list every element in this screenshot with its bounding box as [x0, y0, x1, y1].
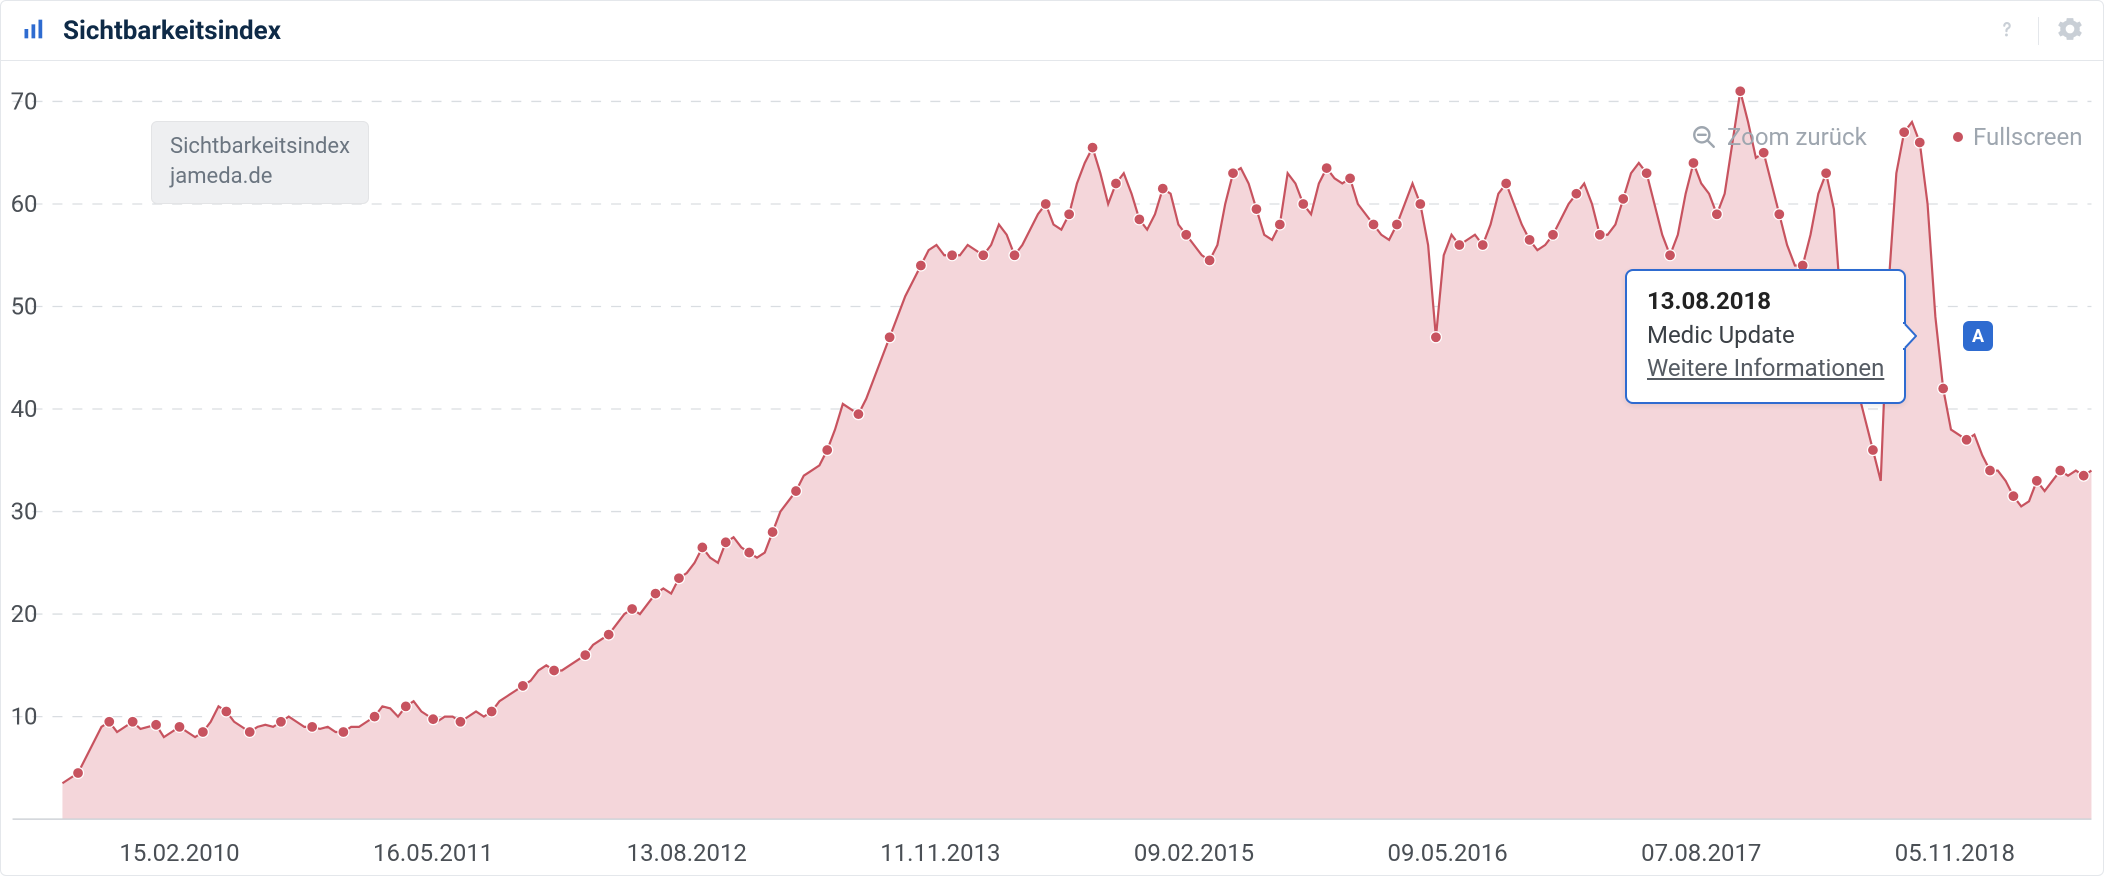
chart-area[interactable]: 10 20 30 40 50 60 70 15.02.2010 16.05.2011 13.08.…: [1, 61, 2103, 875]
zoom-back-label: Zoom zurück: [1727, 123, 1867, 151]
chart-icon: [21, 15, 49, 47]
help-icon[interactable]: [1994, 16, 2020, 46]
svg-text:09.05.2016: 09.05.2016: [1387, 839, 1507, 867]
legend-title: Sichtbarkeitsindex: [170, 132, 350, 162]
legend-domain: jameda.de: [170, 162, 350, 192]
separator: [2038, 17, 2039, 45]
svg-text:40: 40: [11, 395, 38, 423]
panel-title: Sichtbarkeitsindex: [63, 16, 281, 46]
svg-text:50: 50: [11, 292, 38, 320]
svg-text:05.11.2018: 05.11.2018: [1895, 839, 2015, 867]
svg-text:20: 20: [11, 600, 38, 628]
fullscreen-button[interactable]: Fullscreen: [1953, 123, 2082, 151]
svg-text:16.05.2011: 16.05.2011: [373, 839, 493, 867]
zoom-back-button[interactable]: Zoom zurück: [1691, 123, 1867, 151]
svg-text:70: 70: [11, 87, 38, 115]
svg-text:07.08.2017: 07.08.2017: [1641, 839, 1761, 867]
svg-text:30: 30: [11, 498, 38, 526]
tooltip-more-link[interactable]: Weitere Informationen: [1647, 352, 1884, 386]
svg-text:60: 60: [11, 190, 38, 218]
svg-text:15.02.2010: 15.02.2010: [119, 839, 239, 867]
series-color-dot: [1953, 132, 1963, 142]
legend: Sichtbarkeitsindex jameda.de: [151, 121, 369, 204]
event-tooltip: 13.08.2018 Medic Update Weitere Informat…: [1625, 269, 1906, 404]
panel-header: Sichtbarkeitsindex: [1, 1, 2103, 61]
tooltip-title: Medic Update: [1647, 319, 1884, 353]
fullscreen-label: Fullscreen: [1973, 123, 2082, 151]
panel-header-actions: [1994, 16, 2083, 46]
svg-text:11.11.2013: 11.11.2013: [880, 839, 1000, 867]
zoom-out-icon: [1691, 124, 1717, 150]
gear-icon[interactable]: [2057, 16, 2083, 46]
chart-panel: Sichtbarkeitsindex 10 20 30 40 50 60 70 15.02.2…: [0, 0, 2104, 876]
tooltip-date: 13.08.2018: [1647, 285, 1884, 319]
event-marker-badge[interactable]: A: [1963, 321, 1993, 351]
svg-text:13.08.2012: 13.08.2012: [627, 839, 747, 867]
svg-text:10: 10: [11, 703, 38, 731]
tooltip-arrow: [1903, 322, 1917, 350]
svg-text:09.02.2015: 09.02.2015: [1134, 839, 1254, 867]
